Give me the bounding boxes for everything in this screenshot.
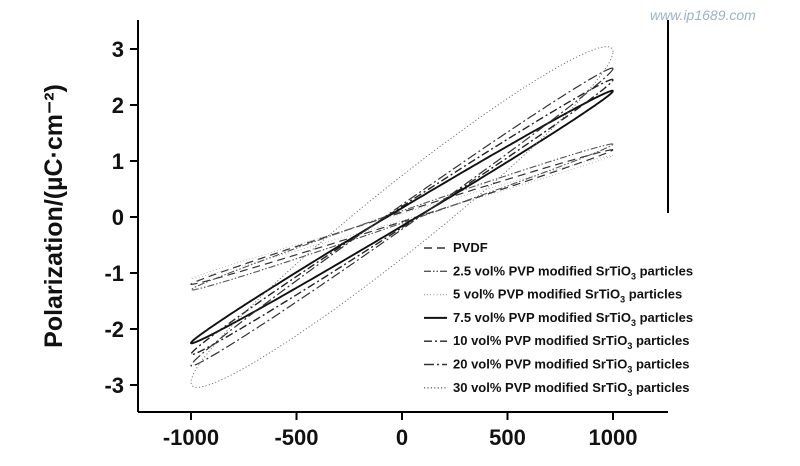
x-tick-label: -1000 [163,425,219,450]
loop-series-1 [190,149,614,285]
x-tick-label: 500 [489,425,526,450]
watermark-text: www.ip1689.com [650,7,756,23]
legend: PVDF 2.5 vol% PVP modified SrTiO3 particl… [424,240,693,398]
y-tick-label: 0 [112,205,124,230]
y-tick-label: 2 [112,93,124,118]
x-tick-label: 0 [396,425,408,450]
y-tick-label: 3 [112,37,124,62]
plot-area [189,46,614,388]
loop-series-2 [190,143,614,291]
legend-label-6: 20 vol% PVP modified SrTiO3 particles [453,357,689,375]
legend-label-2: 2.5 vol% PVP modified SrTiO3 particles [453,263,693,281]
y-tick-label: -3 [104,373,124,398]
legend-label-4: 7.5 vol% PVP modified SrTiO3 particles [453,310,693,328]
y-axis-title: Polarization/(µC·cm⁻²) [40,84,68,348]
y-tick-label: 1 [112,149,124,174]
y-tick-label: -1 [104,261,124,286]
legend-label-7: 30 vol% PVP modified SrTiO3 particles [453,380,689,398]
legend-label-1: PVDF [453,240,488,255]
loop-series-6 [190,67,614,367]
legend-label-5: 10 vol% PVP modified SrTiO3 particles [453,333,689,351]
x-tick-label: 1000 [589,425,638,450]
loop-series-4 [189,89,614,345]
y-tick-group: -3 -2 -1 0 1 2 3 [104,37,138,398]
legend-label-3: 5 vol% PVP modified SrTiO3 particles [453,287,682,305]
x-tick-label: -500 [274,425,318,450]
loop-series-3 [190,154,614,280]
x-tick-group: -1000 -500 0 500 1000 [163,412,638,450]
y-tick-label: -2 [104,317,124,342]
